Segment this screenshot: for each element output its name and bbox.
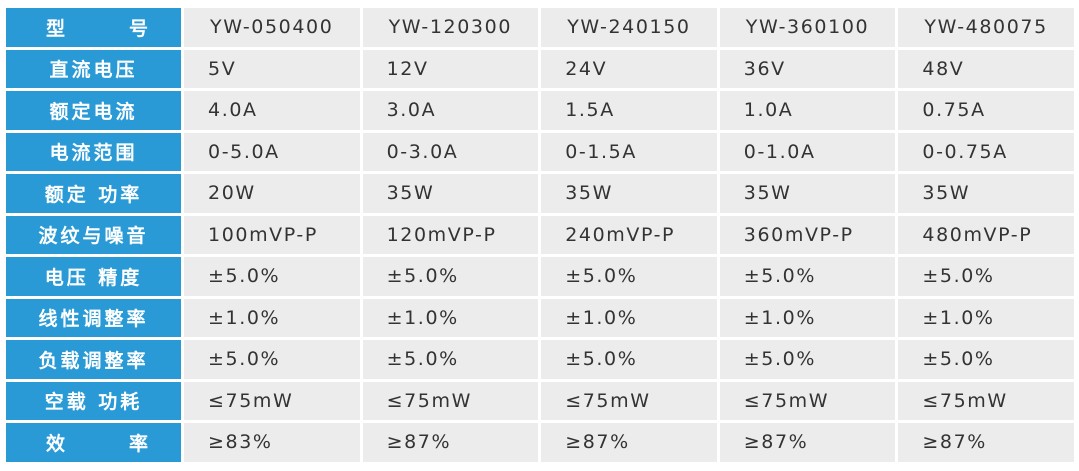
row-label: 波纹与噪音 bbox=[6, 215, 181, 254]
model-cell: YW-240150 bbox=[538, 8, 717, 47]
value-cell: 0-3.0A bbox=[359, 132, 539, 171]
model-cell: YW-480075 bbox=[895, 8, 1074, 47]
row-label-part: 效 bbox=[46, 432, 69, 455]
row-label-part: 率 bbox=[128, 432, 151, 455]
value-cell: 5V bbox=[181, 49, 360, 88]
row-label: 效 率 bbox=[6, 423, 181, 462]
value-cell: ±5.0% bbox=[181, 340, 360, 379]
value-cell: 1.0A bbox=[716, 91, 896, 130]
row-label: 额定 功率 bbox=[6, 174, 181, 213]
value-cell: 0.75A bbox=[895, 91, 1074, 130]
table-row: 空载 功耗 ≤75mW ≤75mW ≤75mW ≤75mW ≤75mW bbox=[6, 381, 1074, 420]
row-label: 电流范围 bbox=[6, 132, 181, 171]
value-cell: ±1.0% bbox=[359, 298, 539, 337]
value-cell: 35W bbox=[895, 174, 1074, 213]
table-header-row: 型 号 YW-050400 YW-120300 YW-240150 YW-360… bbox=[6, 8, 1074, 47]
table-row: 负载调整率 ±5.0% ±5.0% ±5.0% ±5.0% ±5.0% bbox=[6, 340, 1074, 379]
table-row: 线性调整率 ±1.0% ±1.0% ±1.0% ±1.0% ±1.0% bbox=[6, 298, 1074, 337]
table-row: 电压 精度 ±5.0% ±5.0% ±5.0% ±5.0% ±5.0% bbox=[6, 257, 1074, 296]
value-cell: 480mVP-P bbox=[895, 215, 1074, 254]
row-label: 空载 功耗 bbox=[6, 381, 181, 420]
row-label-part: 型 bbox=[46, 17, 69, 40]
value-cell: ±5.0% bbox=[895, 340, 1074, 379]
value-cell: ≥87% bbox=[716, 423, 896, 462]
value-cell: ≤75mW bbox=[895, 381, 1074, 420]
value-cell: ±5.0% bbox=[181, 257, 360, 296]
value-cell: ≥83% bbox=[181, 423, 360, 462]
value-cell: 0-1.0A bbox=[716, 132, 896, 171]
value-cell: 240mVP-P bbox=[538, 215, 717, 254]
value-cell: ≤75mW bbox=[716, 381, 896, 420]
table-row: 额定电流 4.0A 3.0A 1.5A 1.0A 0.75A bbox=[6, 91, 1074, 130]
row-label-part: 号 bbox=[128, 17, 151, 40]
value-cell: ±1.0% bbox=[538, 298, 717, 337]
value-cell: ±5.0% bbox=[538, 257, 717, 296]
value-cell: ≤75mW bbox=[181, 381, 360, 420]
model-cell: YW-120300 bbox=[359, 8, 539, 47]
value-cell: ±5.0% bbox=[895, 257, 1074, 296]
value-cell: ±5.0% bbox=[716, 257, 896, 296]
row-label: 直流电压 bbox=[6, 49, 181, 88]
table-row: 电流范围 0-5.0A 0-3.0A 0-1.5A 0-1.0A 0-0.75A bbox=[6, 132, 1074, 171]
value-cell: 12V bbox=[359, 49, 539, 88]
row-label: 额定电流 bbox=[6, 91, 181, 130]
value-cell: ≥87% bbox=[359, 423, 539, 462]
value-cell: 36V bbox=[716, 49, 896, 88]
value-cell: ±1.0% bbox=[181, 298, 360, 337]
value-cell: ±1.0% bbox=[716, 298, 896, 337]
value-cell: ≥87% bbox=[895, 423, 1074, 462]
value-cell: ±1.0% bbox=[895, 298, 1074, 337]
row-label: 线性调整率 bbox=[6, 298, 181, 337]
value-cell: ≤75mW bbox=[359, 381, 539, 420]
value-cell: 35W bbox=[359, 174, 539, 213]
value-cell: ±5.0% bbox=[359, 340, 539, 379]
row-label: 型 号 bbox=[6, 8, 181, 47]
value-cell: ≥87% bbox=[538, 423, 717, 462]
value-cell: 3.0A bbox=[359, 91, 539, 130]
value-cell: 20W bbox=[181, 174, 360, 213]
value-cell: 35W bbox=[538, 174, 717, 213]
model-cell: YW-050400 bbox=[181, 8, 360, 47]
value-cell: 0-0.75A bbox=[895, 132, 1074, 171]
value-cell: 360mVP-P bbox=[716, 215, 896, 254]
table-row: 额定 功率 20W 35W 35W 35W 35W bbox=[6, 174, 1074, 213]
value-cell: 48V bbox=[895, 49, 1074, 88]
model-cell: YW-360100 bbox=[716, 8, 896, 47]
value-cell: 120mVP-P bbox=[359, 215, 539, 254]
value-cell: 100mVP-P bbox=[181, 215, 360, 254]
value-cell: 0-5.0A bbox=[181, 132, 360, 171]
table-row: 波纹与噪音 100mVP-P 120mVP-P 240mVP-P 360mVP-… bbox=[6, 215, 1074, 254]
value-cell: ≤75mW bbox=[538, 381, 717, 420]
value-cell: 4.0A bbox=[181, 91, 360, 130]
value-cell: ±5.0% bbox=[359, 257, 539, 296]
table-row: 效 率 ≥83% ≥87% ≥87% ≥87% ≥87% bbox=[6, 423, 1074, 462]
value-cell: 24V bbox=[538, 49, 717, 88]
spec-table: 型 号 YW-050400 YW-120300 YW-240150 YW-360… bbox=[6, 5, 1074, 465]
value-cell: 35W bbox=[716, 174, 896, 213]
value-cell: ±5.0% bbox=[716, 340, 896, 379]
table-row: 直流电压 5V 12V 24V 36V 48V bbox=[6, 49, 1074, 88]
value-cell: 0-1.5A bbox=[538, 132, 717, 171]
value-cell: ±5.0% bbox=[538, 340, 717, 379]
row-label: 电压 精度 bbox=[6, 257, 181, 296]
value-cell: 1.5A bbox=[538, 91, 717, 130]
row-label: 负载调整率 bbox=[6, 340, 181, 379]
